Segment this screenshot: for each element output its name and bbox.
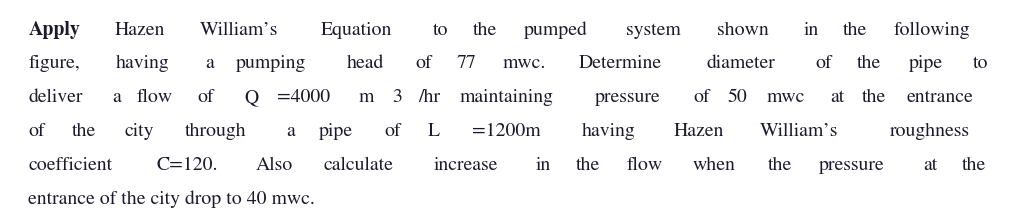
Text: of: of bbox=[415, 55, 432, 72]
Text: the: the bbox=[71, 123, 95, 140]
Text: increase: increase bbox=[433, 157, 497, 174]
Text: L: L bbox=[428, 123, 441, 140]
Text: m: m bbox=[358, 89, 374, 106]
Text: a: a bbox=[286, 123, 294, 140]
Text: pumped: pumped bbox=[524, 21, 588, 39]
Text: mwc: mwc bbox=[766, 89, 805, 106]
Text: head: head bbox=[347, 55, 385, 72]
Text: roughness: roughness bbox=[889, 123, 969, 140]
Text: system: system bbox=[626, 21, 681, 39]
Text: at: at bbox=[924, 157, 938, 174]
Text: C=120.: C=120. bbox=[156, 157, 218, 174]
Text: pipe: pipe bbox=[319, 123, 353, 140]
Text: entrance: entrance bbox=[906, 89, 973, 106]
Text: 50: 50 bbox=[728, 89, 747, 106]
Text: 3: 3 bbox=[392, 89, 402, 106]
Text: the: the bbox=[842, 21, 867, 39]
Text: diameter: diameter bbox=[706, 55, 775, 72]
Text: following: following bbox=[894, 21, 970, 39]
Text: a: a bbox=[112, 89, 121, 106]
Text: =1200m: =1200m bbox=[472, 123, 540, 140]
Text: Determine: Determine bbox=[579, 55, 662, 72]
Text: the: the bbox=[857, 55, 881, 72]
Text: of: of bbox=[693, 89, 709, 106]
Text: of: of bbox=[197, 89, 213, 106]
Text: in: in bbox=[803, 21, 818, 39]
Text: figure,: figure, bbox=[28, 55, 80, 72]
Text: when: when bbox=[693, 157, 736, 174]
Text: of: of bbox=[815, 55, 832, 72]
Text: William’s: William’s bbox=[200, 21, 278, 39]
Text: coefficient: coefficient bbox=[28, 157, 113, 174]
Text: pressure: pressure bbox=[819, 157, 884, 174]
Text: flow: flow bbox=[137, 89, 173, 106]
Text: to: to bbox=[972, 55, 989, 72]
Text: at: at bbox=[830, 89, 844, 106]
Text: of: of bbox=[385, 123, 401, 140]
Text: pipe: pipe bbox=[908, 55, 943, 72]
Text: maintaining: maintaining bbox=[460, 89, 554, 106]
Text: deliver: deliver bbox=[28, 89, 83, 106]
Text: the: the bbox=[768, 157, 792, 174]
Text: =4000: =4000 bbox=[276, 89, 330, 106]
Text: William’s: William’s bbox=[760, 123, 838, 140]
Text: pressure: pressure bbox=[595, 89, 661, 106]
Text: Q: Q bbox=[245, 89, 259, 106]
Text: of: of bbox=[28, 123, 45, 140]
Text: flow: flow bbox=[626, 157, 663, 174]
Text: to: to bbox=[433, 21, 449, 39]
Text: Hazen: Hazen bbox=[673, 123, 724, 140]
Text: in: in bbox=[536, 157, 551, 174]
Text: city: city bbox=[125, 123, 154, 140]
Text: the: the bbox=[473, 21, 497, 39]
Text: /hr: /hr bbox=[418, 89, 441, 106]
Text: pumping: pumping bbox=[236, 55, 307, 72]
Text: having: having bbox=[116, 55, 170, 72]
Text: the: the bbox=[961, 157, 986, 174]
Text: Also: Also bbox=[256, 157, 293, 174]
Text: Apply: Apply bbox=[28, 21, 80, 39]
Text: the: the bbox=[862, 89, 886, 106]
Text: entrance of the city drop to 40 mwc.: entrance of the city drop to 40 mwc. bbox=[28, 190, 316, 208]
Text: mwc.: mwc. bbox=[502, 55, 546, 72]
Text: through: through bbox=[185, 123, 247, 140]
Text: the: the bbox=[576, 157, 600, 174]
Text: Equation: Equation bbox=[321, 21, 393, 39]
Text: 77: 77 bbox=[457, 55, 477, 72]
Text: shown: shown bbox=[717, 21, 768, 39]
Text: Hazen: Hazen bbox=[115, 21, 165, 39]
Text: having: having bbox=[583, 123, 635, 140]
Text: calculate: calculate bbox=[324, 157, 394, 174]
Text: a: a bbox=[205, 55, 213, 72]
